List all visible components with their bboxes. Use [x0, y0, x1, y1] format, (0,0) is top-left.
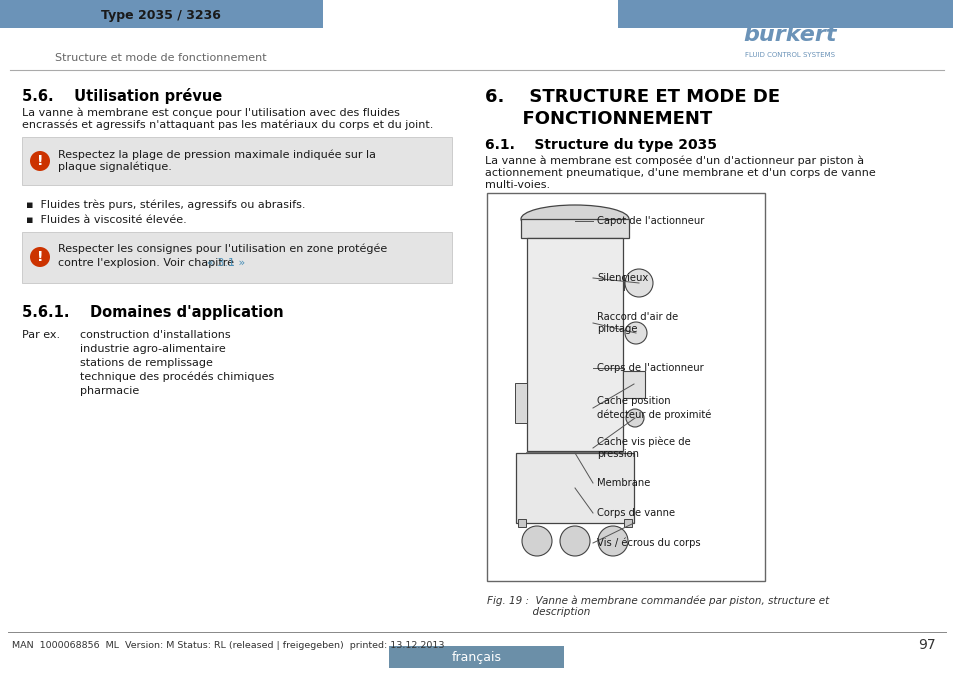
- Bar: [22, 232, 452, 283]
- Circle shape: [625, 409, 643, 427]
- Text: !: !: [37, 154, 43, 168]
- Text: ▪  Fluides très purs, stériles, agressifs ou abrasifs.: ▪ Fluides très purs, stériles, agressifs…: [26, 200, 305, 211]
- Text: 97: 97: [918, 638, 935, 652]
- Text: Corps de l'actionneur: Corps de l'actionneur: [597, 363, 703, 373]
- Text: Corps de vanne: Corps de vanne: [597, 508, 675, 518]
- Text: encrassés et agressifs n'attaquant pas les matériaux du corps et du joint.: encrassés et agressifs n'attaquant pas l…: [22, 120, 433, 131]
- Text: La vanne à membrane est conçue pour l'utilisation avec des fluides: La vanne à membrane est conçue pour l'ut…: [22, 108, 399, 118]
- Text: bürkert: bürkert: [742, 25, 836, 45]
- Text: FONCTIONNEMENT: FONCTIONNEMENT: [484, 110, 712, 128]
- Text: industrie agro-alimentaire: industrie agro-alimentaire: [80, 344, 226, 354]
- Text: Structure et mode de fonctionnement: Structure et mode de fonctionnement: [55, 53, 267, 63]
- Bar: [622, 371, 644, 398]
- Text: 5.6.1.    Domaines d'application: 5.6.1. Domaines d'application: [22, 305, 283, 320]
- Circle shape: [30, 247, 50, 267]
- Bar: [517, 519, 525, 527]
- Bar: [520, 219, 628, 238]
- Circle shape: [598, 526, 627, 556]
- Text: 6.    STRUCTURE ET MODE DE: 6. STRUCTURE ET MODE DE: [484, 88, 780, 106]
- Bar: [0, 0, 323, 28]
- Bar: [515, 383, 526, 423]
- Circle shape: [624, 269, 652, 297]
- Bar: [389, 646, 563, 668]
- Text: MAN  1000068856  ML  Version: M Status: RL (released | freigegeben)  printed: 13: MAN 1000068856 ML Version: M Status: RL …: [12, 641, 444, 649]
- Text: Vis / écrous du corps: Vis / écrous du corps: [597, 538, 700, 548]
- Text: actionnement pneumatique, d'une membrane et d'un corps de vanne: actionnement pneumatique, d'une membrane…: [484, 168, 875, 178]
- Text: français: français: [452, 651, 501, 664]
- Text: La vanne à membrane est composée d'un d'actionneur par piston à: La vanne à membrane est composée d'un d'…: [484, 156, 863, 166]
- Circle shape: [559, 526, 589, 556]
- Bar: [526, 238, 622, 451]
- Text: « 3.1 »: « 3.1 »: [207, 258, 245, 268]
- Text: FLUID CONTROL SYSTEMS: FLUID CONTROL SYSTEMS: [744, 52, 834, 58]
- Circle shape: [624, 322, 646, 344]
- Bar: [622, 275, 624, 291]
- Text: construction d'installations: construction d'installations: [80, 330, 231, 340]
- Text: technique des procédés chimiques: technique des procédés chimiques: [80, 372, 274, 382]
- Text: description: description: [486, 607, 590, 617]
- Text: pharmacie: pharmacie: [80, 386, 139, 396]
- Text: contre l'explosion. Voir chapitre: contre l'explosion. Voir chapitre: [58, 258, 237, 268]
- Text: !: !: [37, 250, 43, 264]
- Bar: [618, 0, 953, 28]
- Text: Raccord d'air de
pilotage: Raccord d'air de pilotage: [597, 312, 678, 334]
- Bar: [22, 137, 452, 185]
- Text: Respectez la plage de pression maximale indiquée sur la: Respectez la plage de pression maximale …: [58, 149, 375, 160]
- Circle shape: [30, 151, 50, 171]
- Circle shape: [521, 526, 552, 556]
- Text: Membrane: Membrane: [597, 478, 650, 488]
- Text: Fig. 19 :  Vanne à membrane commandée par piston, structure et: Fig. 19 : Vanne à membrane commandée par…: [486, 595, 828, 606]
- Text: 6.1.    Structure du type 2035: 6.1. Structure du type 2035: [484, 138, 717, 152]
- Text: Capot de l'actionneur: Capot de l'actionneur: [597, 216, 703, 226]
- Bar: [623, 519, 631, 527]
- Text: Cache position
détecteur de proximité: Cache position détecteur de proximité: [597, 396, 711, 419]
- Text: 5.6.    Utilisation prévue: 5.6. Utilisation prévue: [22, 88, 222, 104]
- Text: Respecter les consignes pour l'utilisation en zone protégée: Respecter les consignes pour l'utilisati…: [58, 244, 387, 254]
- Bar: [516, 453, 634, 523]
- Bar: [486, 193, 764, 581]
- Text: Cache vis pièce de
pression: Cache vis pièce de pression: [597, 437, 690, 460]
- Text: Par ex.: Par ex.: [22, 330, 60, 340]
- Text: plaque signalétique.: plaque signalétique.: [58, 161, 172, 172]
- Ellipse shape: [520, 205, 628, 233]
- Text: Type 2035 / 3236: Type 2035 / 3236: [101, 9, 221, 22]
- Text: Silencieux: Silencieux: [597, 273, 648, 283]
- Text: stations de remplissage: stations de remplissage: [80, 358, 213, 368]
- Text: multi-voies.: multi-voies.: [484, 180, 550, 190]
- Text: ▪  Fluides à viscosité élevée.: ▪ Fluides à viscosité élevée.: [26, 215, 187, 225]
